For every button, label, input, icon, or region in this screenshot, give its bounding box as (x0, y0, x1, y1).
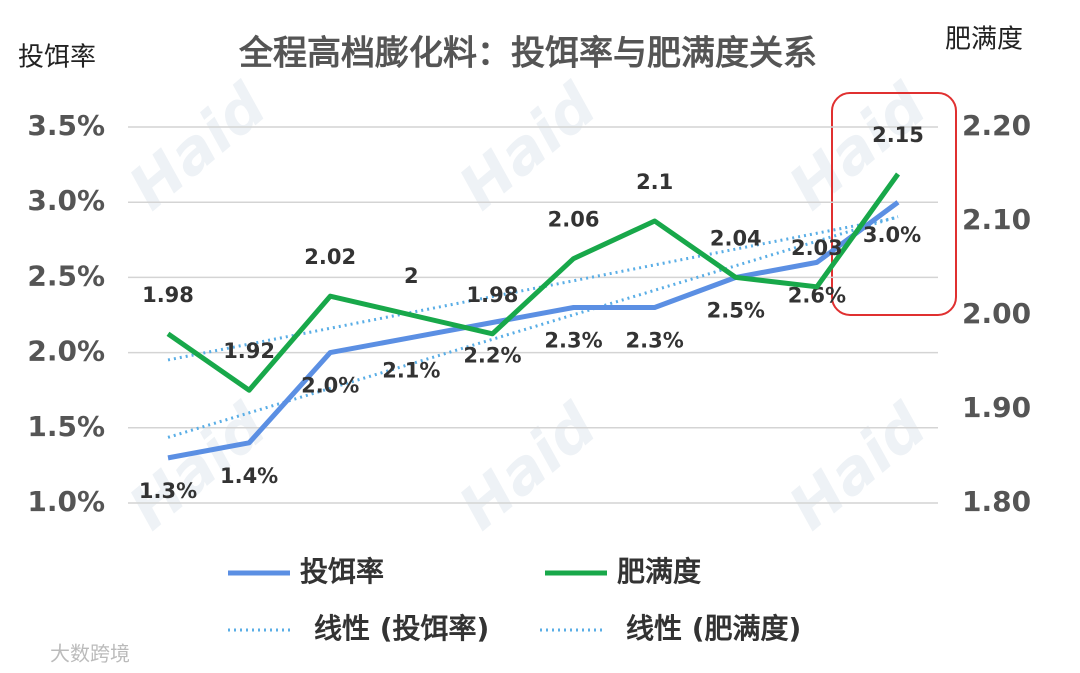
legend-label: 线性 (肥满度) (626, 612, 801, 645)
y-axis-label: 投饵率 (18, 43, 96, 73)
data-label: 1.98 (467, 283, 519, 307)
data-label: 2.02 (304, 245, 356, 269)
legend-label: 线性 (投饵率) (314, 612, 489, 645)
data-label: 2.0% (301, 374, 359, 398)
y-tick-label: 1.0% (27, 485, 105, 518)
series-line (166, 172, 901, 393)
y2-tick-label: 1.80 (962, 485, 1031, 518)
y-tick-label: 2.0% (27, 335, 105, 368)
data-label: 2.04 (710, 226, 762, 250)
y-tick-label: 3.5% (27, 109, 105, 142)
data-label: 1.92 (223, 339, 275, 363)
y2-tick-label: 2.00 (962, 297, 1031, 330)
data-label: 1.3% (139, 479, 197, 503)
y2-tick-label: 2.20 (962, 109, 1031, 142)
chart-title: 全程高档膨化料：投饵率与肥满度关系 (238, 34, 817, 74)
legend-label: 肥满度 (617, 555, 701, 588)
legend-label: 投饵率 (300, 555, 384, 588)
y-tick-label: 1.5% (27, 410, 105, 443)
data-label: 3.0% (863, 223, 921, 247)
data-label: 2 (404, 264, 419, 288)
data-label: 2.2% (463, 344, 521, 368)
data-label: 1.4% (220, 464, 278, 488)
series-line (167, 200, 900, 461)
source-mark: 大数跨境 (50, 642, 130, 666)
data-label: 2.15 (872, 123, 924, 147)
data-label: 2.3% (544, 328, 602, 352)
data-label: 2.1 (636, 170, 673, 194)
y2-tick-label: 1.90 (962, 391, 1031, 424)
data-label: 2.03 (791, 236, 843, 260)
trendline (167, 215, 899, 362)
data-label: 2.3% (626, 328, 684, 352)
y-tick-label: 3.0% (27, 184, 105, 217)
data-label: 2.06 (548, 208, 600, 232)
data-label: 2.1% (382, 359, 440, 383)
data-label: 2.5% (707, 298, 765, 322)
y-tick-label: 2.5% (27, 259, 105, 292)
y2-tick-label: 2.10 (962, 203, 1031, 236)
data-label: 1.98 (142, 283, 194, 307)
y2-axis-label: 肥满度 (945, 25, 1023, 55)
highlight-box (831, 92, 957, 316)
